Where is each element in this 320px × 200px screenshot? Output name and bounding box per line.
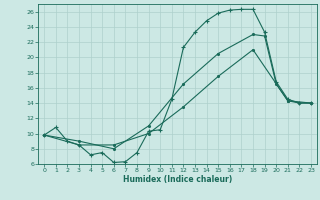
X-axis label: Humidex (Indice chaleur): Humidex (Indice chaleur) [123,175,232,184]
